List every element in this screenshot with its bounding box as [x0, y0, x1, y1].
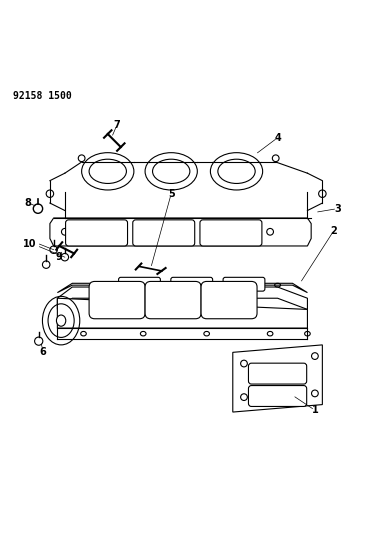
- Text: 3: 3: [334, 204, 341, 214]
- Polygon shape: [58, 287, 308, 310]
- Text: 7: 7: [114, 120, 120, 130]
- FancyBboxPatch shape: [65, 220, 127, 246]
- FancyBboxPatch shape: [133, 220, 195, 246]
- Polygon shape: [58, 284, 308, 293]
- Text: 1: 1: [312, 405, 318, 415]
- FancyBboxPatch shape: [223, 277, 265, 291]
- Text: 10: 10: [23, 239, 36, 249]
- Polygon shape: [233, 345, 322, 412]
- Text: 8: 8: [25, 198, 32, 208]
- FancyBboxPatch shape: [249, 363, 307, 384]
- Text: 9: 9: [56, 252, 63, 262]
- Polygon shape: [50, 218, 311, 246]
- FancyBboxPatch shape: [201, 281, 257, 319]
- FancyBboxPatch shape: [145, 281, 201, 319]
- Text: 4: 4: [274, 133, 281, 143]
- FancyBboxPatch shape: [200, 220, 262, 246]
- FancyBboxPatch shape: [89, 281, 145, 319]
- Text: 2: 2: [330, 226, 337, 236]
- Ellipse shape: [56, 315, 66, 326]
- Text: 5: 5: [168, 189, 174, 199]
- FancyBboxPatch shape: [171, 277, 213, 291]
- Text: 92158 1500: 92158 1500: [12, 91, 71, 101]
- Polygon shape: [58, 298, 308, 328]
- Text: 6: 6: [40, 346, 47, 357]
- FancyBboxPatch shape: [249, 385, 307, 407]
- FancyBboxPatch shape: [118, 277, 161, 291]
